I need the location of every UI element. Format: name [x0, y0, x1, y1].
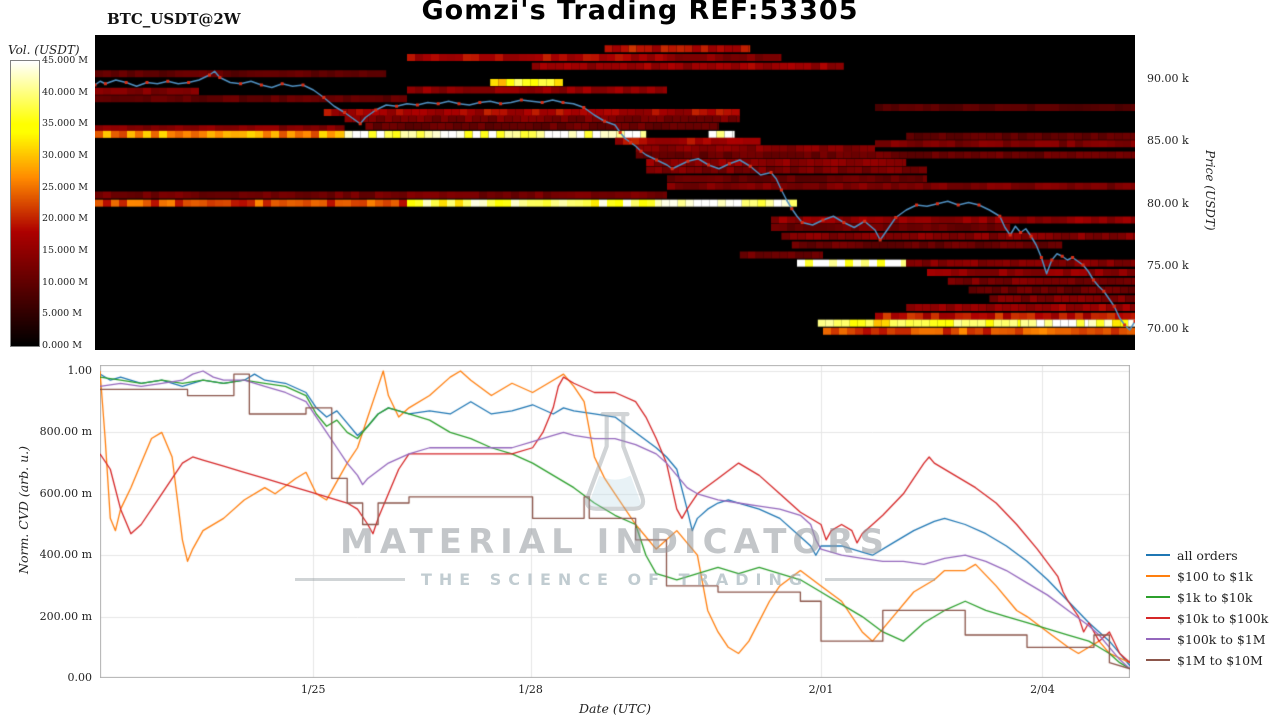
colorbar-tick-label: 20.000 M: [42, 213, 88, 225]
symbol-label: BTC_USDT@2W: [107, 10, 241, 28]
volume-colorbar: [10, 60, 40, 347]
price-tick-label: 75.00 k: [1147, 259, 1189, 272]
legend-item-4: $100k to $1M: [1146, 630, 1268, 648]
colorbar-tick-label: 10.000 M: [42, 276, 88, 288]
colorbar-tick-label: 35.000 M: [42, 118, 88, 130]
legend-item-2: $1k to $10k: [1146, 588, 1268, 606]
colorbar-tick-label: 25.000 M: [42, 181, 88, 193]
legend-item-1: $100 to $1k: [1146, 567, 1268, 585]
price-axis-title: Price (USDT): [1203, 150, 1217, 231]
colorbar-title: Vol. (USDT): [8, 43, 80, 57]
colorbar-tick-label: 45.000 M: [42, 55, 88, 66]
legend-label: all orders: [1177, 547, 1238, 563]
cvd-ytick-label: 600.00 m: [39, 486, 92, 500]
page-title: Gomzi's Trading REF:53305: [421, 0, 859, 26]
legend-swatch: [1146, 638, 1170, 640]
colorbar-tick-label: 40.000 M: [42, 86, 88, 98]
legend-swatch: [1146, 575, 1170, 577]
colorbar-tick-label: 30.000 M: [42, 150, 88, 161]
legend-swatch: [1146, 617, 1170, 619]
cvd-ytick-label: 1.00: [67, 364, 93, 377]
liquidity-heatmap-canvas: [95, 35, 1135, 350]
cvd-xtick-label: 2/04: [1030, 683, 1055, 696]
legend-swatch: [1146, 596, 1170, 598]
legend-label: $1k to $10k: [1177, 589, 1253, 605]
cvd-xtick-label: 2/01: [808, 683, 834, 696]
legend-item-3: $10k to $100k: [1146, 609, 1268, 627]
colorbar-tick-label: 5.000 M: [42, 308, 82, 320]
cvd-ytick-label: 800.00 m: [39, 425, 92, 439]
legend-label: $1M to $10M: [1177, 652, 1263, 668]
legend: all orders $100 to $1k $1k to $10k $10k to …: [1146, 546, 1268, 669]
colorbar-tick-label: 15.000 M: [42, 245, 88, 256]
legend-swatch: [1146, 554, 1170, 556]
cvd-xtick-label: 1/25: [300, 683, 326, 696]
colorbar-tick-label: 0.000 M: [42, 340, 82, 351]
cvd-x-axis-title: Date (UTC): [578, 701, 652, 716]
cvd-xtick-label: 1/28: [518, 683, 543, 696]
cvd-ytick-label: 200.00 m: [39, 609, 92, 623]
legend-label: $100k to $1M: [1177, 631, 1266, 647]
cvd-ytick-label: 400.00 m: [39, 548, 92, 562]
legend-label: $100 to $1k: [1177, 568, 1253, 584]
price-tick-label: 80.00 k: [1147, 196, 1189, 210]
legend-swatch: [1146, 659, 1170, 661]
price-tick-label: 90.00 k: [1147, 71, 1189, 85]
cvd-ytick-label: 0.00: [67, 671, 93, 684]
legend-item-5: $1M to $10M: [1146, 651, 1268, 669]
legend-item-0: all orders: [1146, 546, 1268, 564]
price-tick-label: 70.00 k: [1147, 321, 1189, 335]
price-tick-label: 85.00 k: [1147, 134, 1189, 147]
legend-label: $10k to $100k: [1177, 610, 1269, 626]
cvd-line-chart-canvas: [100, 365, 1130, 678]
